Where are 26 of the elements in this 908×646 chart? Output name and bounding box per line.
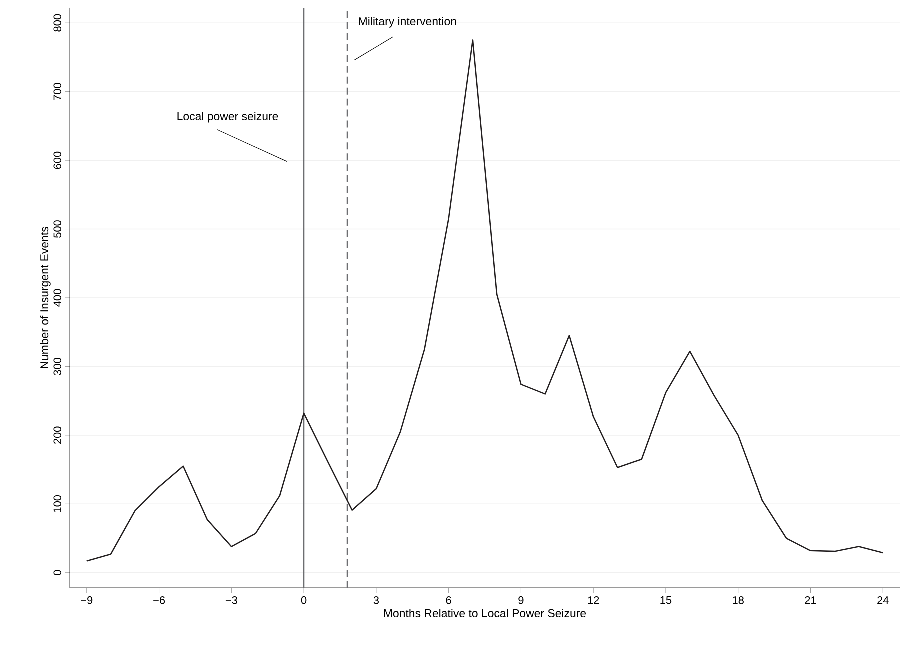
x-tick-label: 21: [805, 596, 816, 604]
x-tick-label: 15: [660, 596, 672, 604]
x-tick-label: −6: [154, 596, 166, 604]
y-axis-title: Number of Insurgent Events: [40, 227, 51, 368]
ref-line-label: Local power seizure: [178, 112, 278, 123]
x-tick-label: 6: [446, 596, 452, 604]
y-tick-label: 800: [54, 14, 62, 32]
x-tick-label: 12: [588, 596, 600, 604]
x-tick-label: −3: [226, 596, 238, 604]
x-tick-label: 9: [518, 596, 524, 604]
line-series: [86, 40, 884, 562]
y-tick-label: 600: [54, 152, 62, 170]
x-tick-label: 24: [878, 596, 889, 604]
y-tick-label: 400: [54, 289, 62, 307]
x-tick-label: 18: [733, 596, 744, 604]
x-tick-label: −9: [81, 596, 93, 604]
y-tick-label: 100: [54, 495, 62, 512]
y-tick-label: 700: [54, 83, 62, 100]
y-tick-label: 200: [54, 426, 62, 444]
y-tick-label: 500: [54, 220, 62, 238]
y-tick-label: 300: [54, 358, 62, 376]
x-tick-label: 3: [374, 596, 379, 604]
x-tick-label: 0: [301, 596, 307, 604]
y-tick-label: 0: [54, 570, 62, 576]
x-axis-title: Months Relative to Local Power Seizure: [384, 609, 586, 618]
ref-line-label: Military intervention: [359, 17, 456, 28]
